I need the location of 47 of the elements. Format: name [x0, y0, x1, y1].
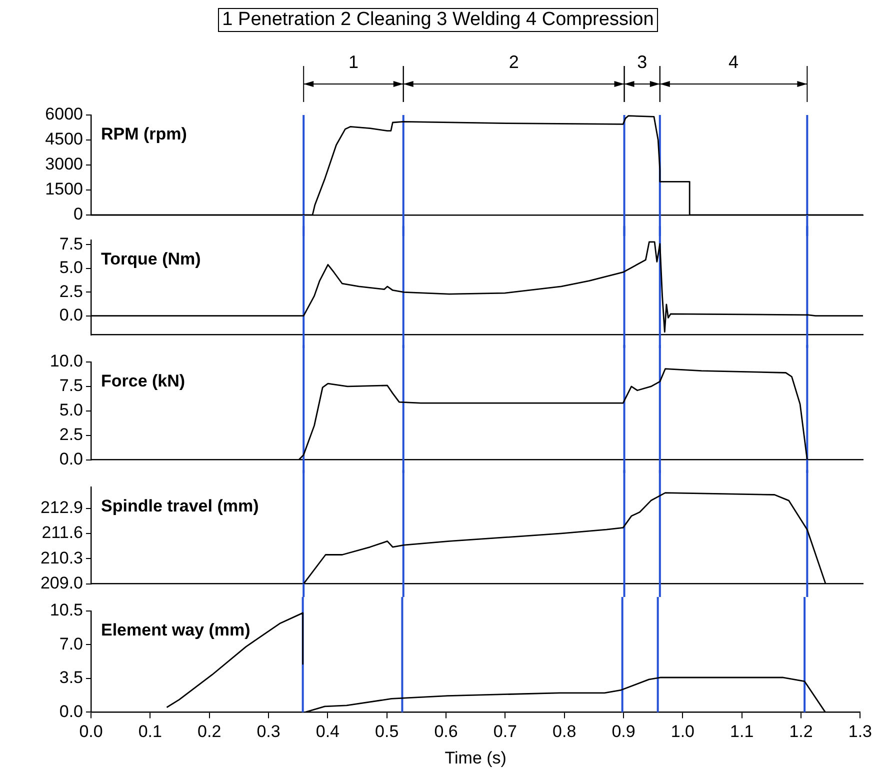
x-tick-label: 1.1 — [730, 722, 754, 742]
y-tick-label: 5.0 — [59, 258, 83, 278]
y-tick-label: 2.5 — [59, 425, 83, 444]
y-tick-label: 2.5 — [59, 282, 83, 301]
x-axis-title: Time (s) — [444, 748, 506, 768]
text: 4 — [728, 52, 739, 72]
x-tick-label: 0.4 — [316, 722, 340, 742]
chart-title: 1 Penetration 2 Cleaning 3 Welding 4 Compression — [218, 8, 658, 32]
x-tick-label: 0.5 — [375, 722, 399, 742]
y-tick-label: 7.0 — [59, 634, 83, 654]
y-axis-title: Force (kN) — [101, 372, 186, 391]
y-tick-label: 7.5 — [59, 234, 83, 254]
y-axis-title: Spindle travel (mm) — [101, 496, 259, 516]
x-tick-label: 0.3 — [256, 722, 280, 742]
y-tick-label: 210.3 — [40, 548, 83, 568]
x-tick-label: 0.2 — [198, 722, 222, 742]
y-axis-title: Torque (Nm) — [101, 250, 201, 269]
text: 1 — [348, 52, 358, 72]
y-tick-label: 0.0 — [59, 449, 83, 468]
y-tick-label: 3.5 — [59, 668, 83, 688]
y-tick-label: 212.9 — [40, 498, 83, 517]
y-tick-label: 10.5 — [50, 600, 83, 620]
text: 3 — [637, 52, 648, 72]
y-axis-title: Element way (mm) — [101, 620, 250, 640]
x-tick-label: 0.6 — [434, 722, 458, 742]
y-tick-label: 211.6 — [42, 523, 83, 542]
y-tick-label: 3000 — [45, 154, 83, 174]
y-tick-label: 7.5 — [59, 376, 83, 396]
x-tick-label: 0.1 — [138, 722, 162, 742]
x-tick-label: 0.8 — [552, 722, 576, 742]
y-tick-label: 4500 — [45, 130, 83, 149]
text: 2 — [508, 52, 519, 72]
y-tick-label: 5.0 — [59, 400, 83, 420]
y-tick-label: 10.0 — [50, 352, 83, 371]
y-tick-label: 0 — [74, 204, 83, 224]
x-tick-label: 1.0 — [670, 722, 694, 742]
y-tick-label: 0.0 — [59, 702, 83, 721]
x-tick-label: 0.7 — [493, 722, 517, 742]
y-tick-label: 1500 — [45, 180, 83, 199]
x-tick-label: 1.2 — [789, 722, 813, 742]
y-tick-label: 0.0 — [59, 306, 83, 325]
y-tick-label: 209.0 — [40, 573, 83, 592]
x-tick-label: 1.3 — [848, 722, 872, 742]
y-tick-label: 6000 — [45, 104, 83, 124]
x-tick-label: 0.9 — [612, 722, 636, 742]
x-tick-label: 0.0 — [79, 722, 103, 742]
y-axis-title: RPM (rpm) — [101, 124, 187, 144]
